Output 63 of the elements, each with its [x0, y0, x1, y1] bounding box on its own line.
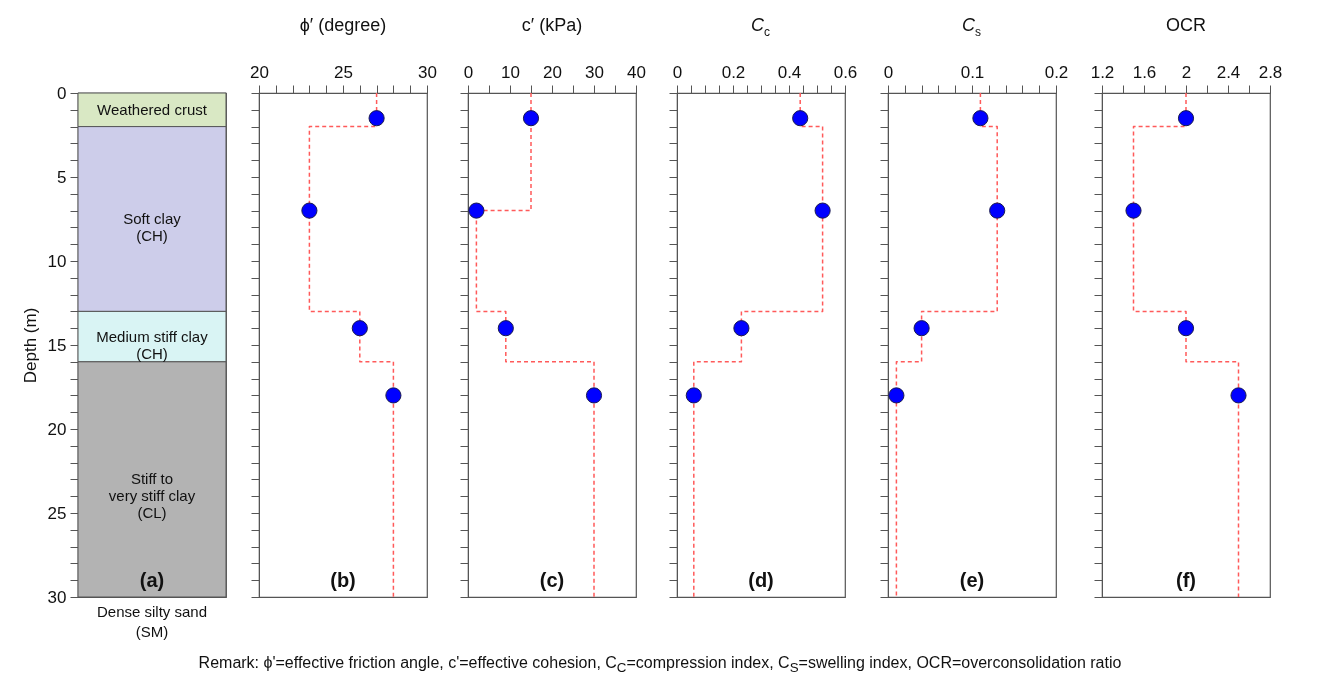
point — [497, 320, 514, 337]
x-tick-label: 1.2 — [1090, 62, 1115, 82]
x-axis-title: OCR — [1166, 15, 1206, 35]
point — [972, 110, 989, 127]
point — [468, 202, 485, 219]
point — [1177, 110, 1195, 127]
x-tick-label: 20 — [543, 62, 562, 82]
text: Dense silty sand (SM) — [96, 603, 208, 640]
x-tick-label: 0.1 — [960, 62, 985, 82]
point — [1230, 387, 1247, 404]
y-tick-label: 25 — [47, 503, 67, 523]
point — [989, 202, 1006, 219]
y-tick-label: 30 — [47, 587, 67, 607]
annotation: (c) — [539, 569, 565, 591]
x-tick-label: 1.6 — [1132, 62, 1157, 82]
point — [814, 202, 831, 219]
point — [301, 202, 318, 219]
y-tick-label: 5 — [57, 167, 67, 187]
y-tick-label: 10 — [47, 251, 67, 271]
y-tick-label: 15 — [47, 335, 67, 355]
annotation: (f) — [1176, 569, 1196, 591]
annotation: (a) — [139, 569, 165, 591]
y-tick-label: 0 — [57, 83, 67, 103]
point — [368, 110, 385, 127]
point — [685, 387, 702, 404]
text: Remark: ϕ'=effective friction angle, c'=effective cohesion, C$_{C}$=compression index, C$_{S}$=swelling index, OCR=overconsolidation ratio — [197, 654, 1123, 676]
x-tick-label: 2 — [1181, 62, 1192, 82]
x-tick-label: 30 — [585, 62, 604, 82]
x-tick-label: 0.2 — [721, 62, 746, 82]
x-tick-label: 10 — [501, 62, 520, 82]
y-tick-label: 20 — [47, 419, 67, 439]
x-axis-title: c′ (kPa) — [521, 15, 583, 35]
series-label: Soft clay (CH) — [123, 210, 182, 244]
x-tick-label: 0 — [672, 62, 683, 82]
point — [385, 387, 402, 404]
x-tick-label: 20 — [250, 62, 269, 82]
x-tick-label: 0.2 — [1044, 62, 1069, 82]
series-label: Weathered crust — [97, 100, 208, 118]
x-tick-label: 2.4 — [1216, 62, 1241, 82]
x-tick-label: 0 — [883, 62, 894, 82]
x-tick-label: 40 — [627, 62, 646, 82]
x-tick-label: 0 — [463, 62, 474, 82]
x-tick-label: 0.6 — [833, 62, 858, 82]
point — [585, 387, 603, 404]
point — [522, 110, 540, 127]
point — [733, 320, 750, 337]
point — [1125, 202, 1142, 219]
series-label: Medium stiff clay (CH) — [96, 327, 209, 362]
point — [888, 387, 905, 404]
annotation: (d) — [748, 569, 774, 591]
point — [1177, 320, 1195, 337]
point — [792, 110, 809, 127]
y-axis-title: Depth (m) — [20, 307, 40, 384]
annotation: (b) — [330, 569, 356, 591]
point — [913, 320, 930, 337]
series-label: Stiff to very stiff clay (CL) — [108, 470, 196, 522]
x-tick-label: 2.8 — [1258, 62, 1283, 82]
point — [351, 320, 368, 337]
x-tick-label: 0.4 — [777, 62, 802, 82]
annotation: (e) — [959, 569, 985, 591]
x-axis-title: ϕ′ (degree) — [299, 15, 387, 35]
x-tick-label: 25 — [334, 62, 353, 82]
x-tick-label: 30 — [418, 62, 437, 82]
